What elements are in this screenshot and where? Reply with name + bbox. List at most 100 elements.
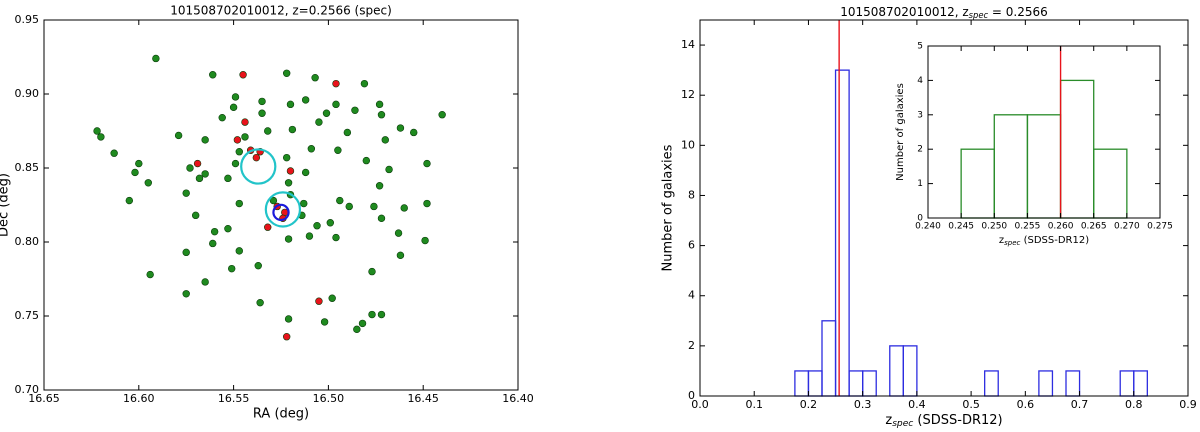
point (370, 202, 378, 211)
point (233, 136, 242, 144)
point (252, 153, 261, 162)
point (377, 111, 386, 119)
point (182, 248, 190, 257)
point (343, 128, 352, 137)
point (264, 127, 272, 135)
chart-title: 101508702010012, z=0.2566 (spec) (170, 4, 392, 18)
point (282, 153, 291, 162)
y-tick-label: 0.85 (15, 161, 40, 174)
point (254, 261, 262, 270)
x-tick-label: 16.60 (123, 392, 155, 405)
chart-title: 101508702010012, zspec = 0.2566 (840, 5, 1048, 20)
x-axis-label: RA (deg) (253, 407, 309, 422)
aperture-circle (272, 203, 290, 222)
point (224, 174, 232, 183)
x-tick-label: 16.45 (407, 392, 439, 405)
y-tick-label: 0.90 (15, 87, 40, 100)
x-axis-label: zspec (SDSS-DR12) (885, 413, 1002, 429)
point (381, 136, 389, 144)
y-tick-label: 4 (917, 76, 923, 86)
y-tick-label: 2 (917, 145, 923, 155)
point (235, 148, 243, 156)
x-axis-label-sub: spec (892, 419, 913, 429)
x-tick-label: 0.8 (1125, 398, 1143, 411)
point (396, 124, 405, 132)
point (264, 223, 272, 231)
y-tick-label: 2 (688, 339, 695, 352)
x-tick-label: 0.0 (691, 398, 709, 411)
point (300, 199, 308, 208)
point (210, 227, 219, 236)
point (195, 174, 204, 183)
point (269, 196, 278, 205)
point (301, 96, 310, 104)
x-axis-label-part: (SDSS-DR12) (1020, 235, 1089, 246)
y-tick-label: 0.80 (15, 235, 40, 248)
point (186, 164, 194, 172)
point (286, 167, 295, 175)
point (332, 79, 340, 88)
aperture-circle (240, 148, 277, 185)
x-tick-label: 0.1 (745, 398, 763, 411)
point (410, 128, 418, 137)
chart-title-part: = 0.2566 (988, 5, 1048, 19)
y-tick-label: 0.70 (15, 383, 40, 396)
y-tick-label: 8 (688, 188, 695, 201)
point (239, 71, 247, 79)
point (235, 199, 243, 208)
x-axis-label-part: z (885, 413, 892, 428)
point (182, 290, 190, 298)
point (375, 100, 384, 109)
point (284, 235, 293, 243)
point (231, 93, 240, 101)
point (284, 315, 293, 323)
point (362, 156, 371, 165)
x-tick-label: 0.3 (854, 398, 872, 411)
point (351, 106, 359, 114)
axes-frame (927, 45, 1161, 219)
y-tick-label: 0 (917, 214, 923, 224)
point (385, 165, 393, 174)
point (332, 233, 340, 242)
point (241, 133, 249, 141)
point (305, 232, 314, 240)
x-tick-label: 0.240 (915, 222, 941, 232)
point (193, 159, 202, 168)
point (218, 113, 226, 122)
x-tick-label: 0.7 (1071, 398, 1089, 411)
point (258, 109, 266, 117)
point (328, 294, 336, 302)
x-tick-label: 16.50 (313, 392, 345, 405)
x-tick-label: 0.9 (1179, 398, 1197, 411)
y-axis-label: Number of galaxies (895, 83, 906, 181)
point (209, 239, 217, 248)
point (258, 97, 266, 106)
axes-frame (699, 19, 1189, 397)
x-tick-label: 0.275 (1147, 222, 1173, 232)
x-tick-label: 0.2 (800, 398, 818, 411)
x-axis-label-part: (SDSS-DR12) (913, 413, 1002, 428)
y-tick-label: 5 (917, 42, 923, 52)
y-tick-label: 14 (681, 38, 695, 51)
point (353, 325, 361, 334)
point (311, 74, 319, 82)
point (438, 111, 446, 119)
point (235, 247, 243, 255)
y-tick-label: 0.75 (15, 309, 40, 322)
x-tick-label: 0.260 (1048, 222, 1074, 232)
point (421, 236, 429, 245)
x-tick-label: 0.5 (962, 398, 980, 411)
y-tick-label: 1 (917, 179, 923, 189)
x-tick-label: 0.4 (908, 398, 926, 411)
point (360, 79, 369, 88)
y-tick-label: 10 (681, 138, 695, 151)
point (315, 297, 323, 305)
point (301, 168, 310, 177)
y-tick-label: 4 (688, 289, 695, 302)
x-axis-label-sub: spec (1004, 239, 1020, 247)
x-tick-label: 16.40 (502, 392, 534, 405)
point (345, 202, 353, 211)
point (182, 189, 190, 197)
point (191, 211, 200, 220)
point (146, 270, 154, 279)
